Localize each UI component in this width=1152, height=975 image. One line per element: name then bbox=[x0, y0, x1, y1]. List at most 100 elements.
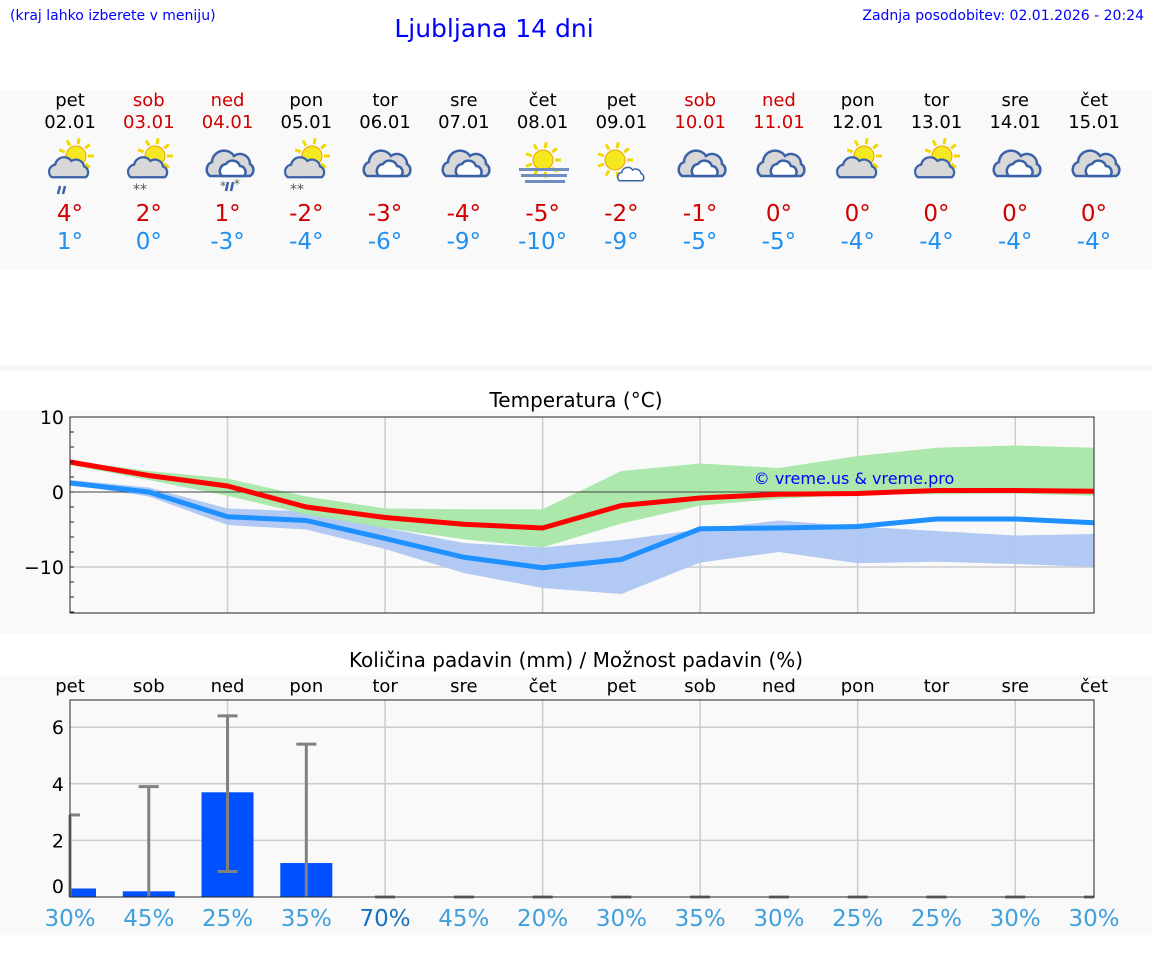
max-temp: 0° bbox=[765, 201, 792, 227]
day-name: ned bbox=[210, 90, 245, 111]
day-forecast: pon 05.01 ** -2° -4° bbox=[267, 90, 345, 256]
day-date: 14.01 bbox=[989, 112, 1041, 133]
cloudy-icon bbox=[434, 136, 494, 196]
temperature-chart-title: Temperatura (°C) bbox=[489, 388, 663, 412]
day-name: sre bbox=[450, 90, 478, 111]
day-name: sob bbox=[132, 90, 165, 111]
probability-label: 35% bbox=[281, 906, 332, 932]
day-name: pon bbox=[289, 90, 324, 111]
max-temp: 0° bbox=[844, 201, 871, 227]
day-date: 03.01 bbox=[123, 112, 175, 133]
max-temp: 0° bbox=[923, 201, 950, 227]
y-tick-label: 0 bbox=[52, 876, 64, 898]
category-label: čet bbox=[529, 676, 557, 697]
category-label: pon bbox=[289, 676, 323, 697]
precip-bar bbox=[70, 888, 96, 897]
cloudy-icon bbox=[670, 136, 730, 196]
y-tick-label: 4 bbox=[52, 774, 64, 796]
day-forecast: čet 08.01 -5° -10° bbox=[504, 90, 582, 256]
day-name: čet bbox=[528, 90, 557, 111]
probability-label: 25% bbox=[202, 906, 253, 932]
day-name: sob bbox=[684, 90, 717, 111]
max-temp: 2° bbox=[135, 201, 162, 227]
watermark: © vreme.us & vreme.pro bbox=[754, 469, 955, 488]
day-date: 02.01 bbox=[44, 112, 96, 133]
max-temp: 1° bbox=[214, 201, 241, 227]
min-temp: -4° bbox=[919, 229, 954, 255]
plot-frame bbox=[69, 416, 1095, 614]
day-forecast: tor 06.01 -3° -6° bbox=[346, 90, 424, 256]
page-title: Ljubljana 14 dni bbox=[394, 14, 594, 43]
category-label: ned bbox=[211, 676, 245, 697]
day-name: pet bbox=[55, 90, 85, 111]
svg-text:*: * bbox=[220, 179, 226, 193]
cloudy-icon bbox=[749, 136, 809, 196]
category-label: pon bbox=[841, 676, 875, 697]
probability-label: 25% bbox=[832, 906, 883, 932]
min-temp: -4° bbox=[998, 229, 1033, 255]
min-range-band bbox=[70, 480, 1094, 594]
day-name: pon bbox=[840, 90, 875, 111]
max-temp: 0° bbox=[1002, 201, 1029, 227]
day-name: sre bbox=[1001, 90, 1029, 111]
precipitation-chart: pet 30% sob 45% ned 25% pon 35% tor 70% sre 45% čet 2… bbox=[44, 676, 1119, 932]
day-date: 04.01 bbox=[201, 112, 254, 133]
y-tick-label: 10 bbox=[40, 407, 64, 429]
probability-label: 20% bbox=[517, 906, 568, 932]
svg-text:**: ** bbox=[290, 182, 304, 196]
day-forecast: sre 14.01 0° -4° bbox=[976, 90, 1054, 256]
sun-cloud-icon bbox=[906, 136, 966, 196]
precipitation-chart-title: Količina padavin (mm) / Možnost padavin … bbox=[348, 648, 804, 672]
min-temp: -4° bbox=[1076, 229, 1112, 255]
day-forecast: pet 09.01 -2° -9° bbox=[582, 90, 660, 256]
sun-small-cloud-icon bbox=[591, 136, 651, 196]
min-temp: -5° bbox=[682, 229, 718, 255]
y-tick-label: 2 bbox=[52, 830, 64, 852]
cloudy-icon bbox=[1064, 136, 1124, 196]
max-temp: -1° bbox=[682, 201, 718, 227]
min-temp-line bbox=[69, 480, 1095, 571]
max-temp: 0° bbox=[1080, 201, 1108, 227]
day-date: 07.01 bbox=[438, 112, 490, 133]
max-range-band bbox=[70, 445, 1094, 548]
max-temp: 4° bbox=[56, 201, 84, 227]
day-forecast: sob 10.01 -1° -5° bbox=[661, 90, 739, 256]
min-temp: 1° bbox=[56, 229, 84, 255]
day-name: ned bbox=[761, 90, 796, 111]
probability-label: 30% bbox=[1068, 906, 1119, 932]
sun-fog-icon bbox=[513, 136, 573, 196]
sun-cloud-snow-icon: ** bbox=[276, 136, 336, 198]
min-temp: -9° bbox=[446, 229, 482, 255]
y-tick-label: −10 bbox=[24, 557, 64, 579]
max-temp: -3° bbox=[367, 201, 403, 227]
day-forecast: tor 13.01 0° -4° bbox=[897, 90, 975, 256]
last-updated: Zadnja posodobitev: 02.01.2026 - 20:24 bbox=[862, 8, 1144, 24]
max-temp: -2° bbox=[289, 201, 324, 227]
plot-frame bbox=[69, 699, 1095, 898]
probability-label: 30% bbox=[753, 906, 804, 932]
day-name: čet bbox=[1079, 90, 1109, 111]
location-hint: (kraj lahko izberete v meniju) bbox=[10, 8, 216, 24]
probability-label: 35% bbox=[675, 906, 726, 932]
probability-label: 25% bbox=[911, 906, 962, 932]
max-temp: -2° bbox=[604, 201, 639, 227]
max-temp: -5° bbox=[525, 201, 560, 227]
category-label: tor bbox=[372, 676, 398, 697]
category-label: čet bbox=[1080, 676, 1108, 697]
cloudy-icon bbox=[355, 136, 415, 196]
probability-label: 45% bbox=[438, 906, 489, 932]
probability-label: 45% bbox=[123, 906, 174, 932]
category-label: pet bbox=[55, 676, 85, 697]
category-label: sob bbox=[133, 676, 165, 697]
day-name: tor bbox=[923, 90, 950, 111]
sun-cloud-snow-icon: ** bbox=[119, 136, 179, 198]
day-date: 15.01 bbox=[1068, 112, 1120, 133]
day-forecast: sob 03.01 ** 2° 0° bbox=[110, 90, 188, 256]
svg-text:**: ** bbox=[133, 182, 147, 196]
min-temp: -3° bbox=[210, 229, 245, 255]
category-label: sre bbox=[450, 676, 477, 697]
y-tick-label: 0 bbox=[52, 482, 64, 504]
day-date: 06.01 bbox=[359, 112, 411, 133]
daily-forecast-strip: pet 02.01 4° 1° sob 03.01 ** 2° 0° ned 04.… bbox=[0, 90, 1152, 270]
temperature-chart: 10 0 −10 © vreme.us & vreme.pro bbox=[24, 407, 1095, 614]
